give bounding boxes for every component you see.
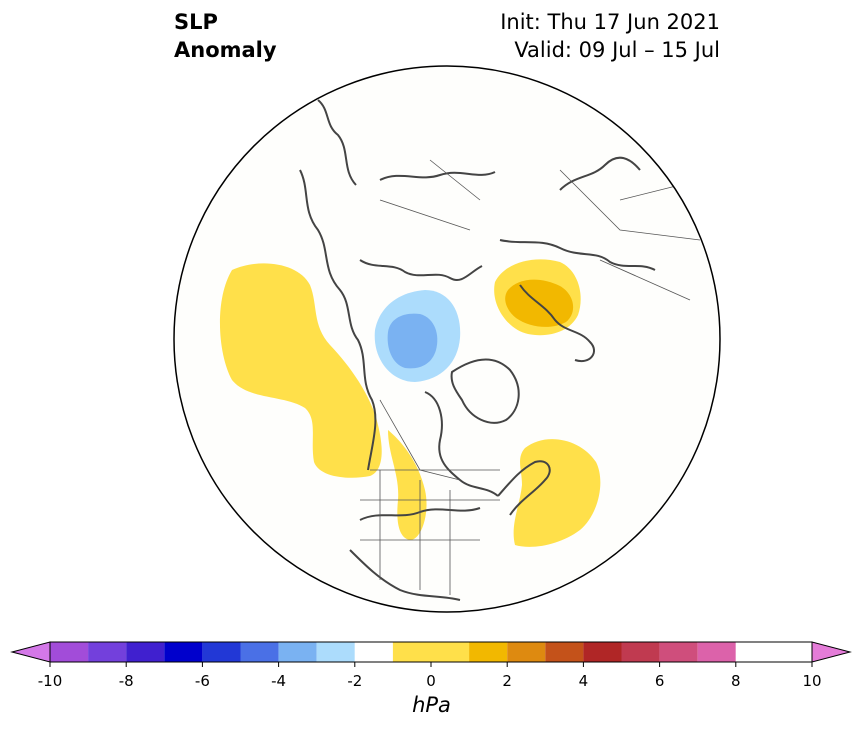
polar-map bbox=[173, 65, 721, 613]
colorbar-bin bbox=[507, 642, 546, 662]
colorbar-bin bbox=[583, 642, 622, 662]
map-boundary bbox=[173, 65, 721, 613]
colorbar-tick-label: -2 bbox=[347, 672, 362, 690]
colorbar-bin bbox=[316, 642, 355, 662]
valid-range: Valid: 09 Jul – 15 Jul bbox=[514, 38, 720, 62]
colorbar-bin bbox=[88, 642, 127, 662]
colorbar: -10 -8 -6 -4 -2 0 2 4 6 8 10 bbox=[10, 641, 852, 690]
coastlines bbox=[299, 99, 656, 601]
colorbar-bin bbox=[202, 642, 241, 662]
borders bbox=[360, 159, 701, 595]
map-title: SLP Anomaly bbox=[174, 8, 277, 64]
anomaly-beaufort-low-inner bbox=[387, 313, 438, 369]
colorbar-bin bbox=[392, 642, 470, 662]
colorbar-bin bbox=[278, 642, 317, 662]
title-line-1: SLP bbox=[174, 10, 218, 34]
colorbar-tick-label: -4 bbox=[271, 672, 286, 690]
colorbar-bin bbox=[240, 642, 279, 662]
colorbar-unit-label: hPa bbox=[412, 693, 451, 717]
colorbar-tick-label: 8 bbox=[731, 672, 741, 690]
colorbar-tick-label: 0 bbox=[426, 672, 436, 690]
init-date: Init: Thu 17 Jun 2021 bbox=[500, 10, 720, 34]
colorbar-tick-label: 2 bbox=[502, 672, 512, 690]
colorbar-bin bbox=[164, 642, 203, 662]
colorbar-bin bbox=[469, 642, 508, 662]
colorbar-bin bbox=[621, 642, 660, 662]
anomaly-west-atlantic bbox=[513, 439, 601, 547]
anomaly-north-pacific bbox=[219, 263, 382, 478]
colorbar-bin bbox=[773, 642, 812, 662]
colorbar-extend-low bbox=[10, 641, 51, 663]
colorbar-bin bbox=[545, 642, 584, 662]
colorbar-bin bbox=[50, 642, 89, 662]
forecast-dates: Init: Thu 17 Jun 2021 Valid: 09 Jul – 15… bbox=[500, 8, 720, 64]
colorbar-tick-label: 10 bbox=[802, 672, 821, 690]
colorbar-bin bbox=[697, 642, 736, 662]
colorbar-extend-high bbox=[811, 641, 852, 663]
colorbar-tick-label: 6 bbox=[655, 672, 665, 690]
colorbar-bin bbox=[126, 642, 165, 662]
colorbar-tick-label: 4 bbox=[579, 672, 589, 690]
colorbar-tick-label: -6 bbox=[195, 672, 210, 690]
title-line-2: Anomaly bbox=[174, 38, 277, 62]
colorbar-tick-label: -10 bbox=[38, 672, 63, 690]
colorbar-bin bbox=[354, 642, 393, 662]
colorbar-bin bbox=[735, 642, 774, 662]
colorbar-tick-label: -8 bbox=[119, 672, 134, 690]
colorbar-bin bbox=[659, 642, 698, 662]
